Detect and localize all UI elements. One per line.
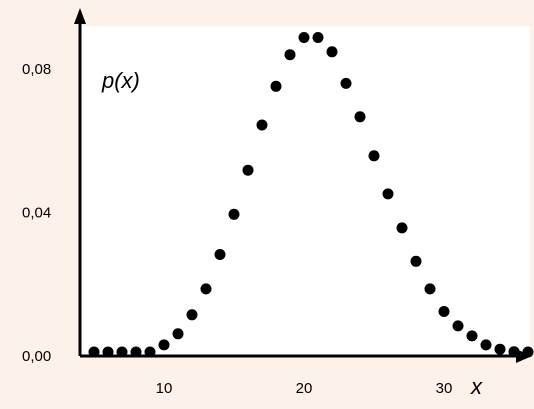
data-point (242, 164, 254, 176)
x-tick-label: 30 (436, 380, 453, 397)
data-point (298, 32, 310, 43)
data-point (270, 80, 282, 92)
plot-background (80, 26, 530, 356)
data-point (158, 339, 170, 351)
data-points (88, 32, 534, 358)
data-point (368, 150, 380, 162)
data-point (480, 339, 492, 351)
data-point (172, 328, 184, 340)
data-point (494, 343, 506, 355)
data-point (284, 49, 296, 61)
data-point (396, 222, 408, 234)
data-point (228, 208, 240, 220)
y-tick-label: 0,00 (22, 348, 51, 365)
y-tick-label: 0,08 (22, 61, 51, 78)
data-point (354, 111, 366, 123)
tick-labels: 10 20 30 0,00 0,04 0,08 (22, 61, 452, 397)
data-point (340, 77, 352, 89)
y-tick-label: 0,04 (22, 205, 51, 222)
x-tick-label: 20 (296, 380, 313, 397)
data-point (214, 249, 226, 260)
data-point (438, 306, 450, 317)
data-point (410, 255, 422, 267)
data-point (186, 309, 198, 321)
data-point (466, 330, 478, 342)
x-axis-title: x (470, 374, 483, 399)
data-point (382, 188, 394, 200)
x-tick-label: 10 (156, 380, 173, 397)
data-point (312, 32, 324, 43)
y-axis-arrow-icon (74, 8, 86, 24)
data-point (326, 46, 338, 58)
data-point (452, 320, 464, 332)
data-point (256, 119, 268, 131)
data-point (200, 283, 212, 295)
y-axis-title: p(x) (101, 68, 140, 93)
x-axis-arrow-icon (516, 349, 532, 363)
data-point (424, 283, 436, 295)
